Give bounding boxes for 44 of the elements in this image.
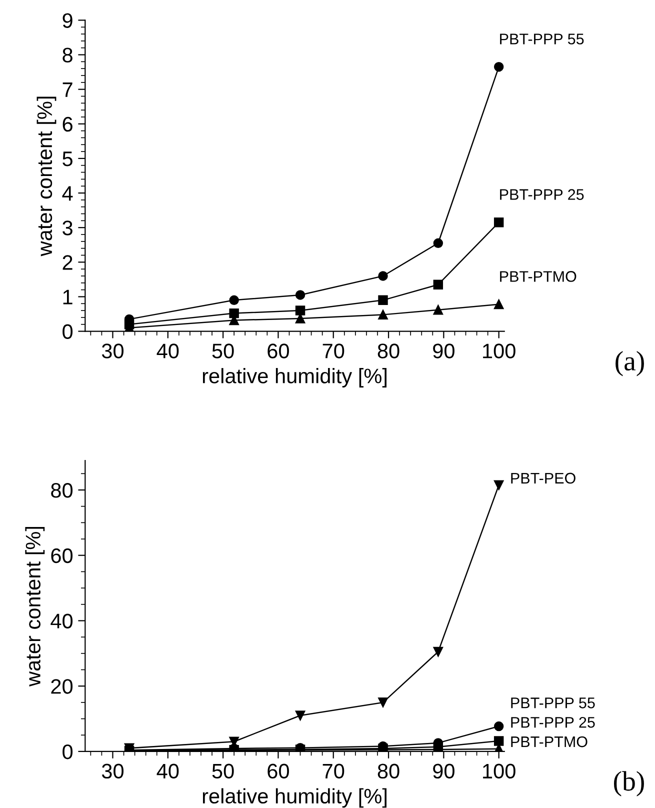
x-tick-label: 60 xyxy=(268,344,289,358)
x-axis-title: relative humidity [%] xyxy=(202,788,386,808)
x-tick-label: 60 xyxy=(268,764,289,779)
text: (b) xyxy=(614,771,644,796)
y-tick-label: 20 xyxy=(51,679,73,694)
x-axis-title: relative humidity [%] xyxy=(202,368,386,388)
y-tick-label: 7 xyxy=(62,82,72,97)
series-label: PBT-PPP 55 xyxy=(511,698,595,708)
y-tick-label: 1 xyxy=(63,290,72,304)
x-tick-label: 40 xyxy=(156,344,179,358)
y-tick-label: 3 xyxy=(62,220,72,236)
x-tick-label: 80 xyxy=(378,344,400,358)
x-tick-label: 50 xyxy=(212,764,234,779)
x-tick-label: 40 xyxy=(156,764,179,779)
x-tick-label: 100 xyxy=(483,764,516,779)
series-label: PBT-PPP 25 xyxy=(500,189,584,200)
y-tick-label: 80 xyxy=(51,482,73,498)
series-label: PBT-PTMO xyxy=(511,736,588,748)
text: (a) xyxy=(616,351,644,376)
x-tick-label: 100 xyxy=(483,344,516,358)
series-label: PBT-PTMO xyxy=(500,271,576,282)
y-tick-label: 0 xyxy=(62,324,73,340)
y-tick-label: 8 xyxy=(62,48,72,63)
y-tick-label: 2 xyxy=(62,255,72,270)
x-tick-label: 90 xyxy=(433,344,454,358)
y-tick-label: 5 xyxy=(62,152,72,166)
x-tick-label: 90 xyxy=(433,764,454,779)
y-axis-title: water content [%] xyxy=(36,96,56,256)
x-tick-label: 30 xyxy=(102,344,124,358)
x-tick-label: 80 xyxy=(378,764,400,779)
series-label: PBT-PPP 25 xyxy=(511,716,595,728)
x-tick-label: 70 xyxy=(322,344,344,358)
y-tick-label: 0 xyxy=(62,744,73,760)
y-axis-title: water content [%] xyxy=(25,527,45,687)
y-tick-label: 9 xyxy=(62,13,72,28)
series-label: PBT-PEO xyxy=(511,472,576,484)
y-tick-label: 60 xyxy=(51,548,73,564)
x-tick-label: 30 xyxy=(102,764,124,779)
x-tick-label: 50 xyxy=(212,344,234,358)
x-tick-label: 70 xyxy=(322,764,344,779)
y-tick-label: 4 xyxy=(62,186,73,201)
series-label: PBT-PPP 55 xyxy=(500,34,584,44)
y-tick-label: 40 xyxy=(50,614,73,628)
y-tick-label: 6 xyxy=(62,116,72,132)
